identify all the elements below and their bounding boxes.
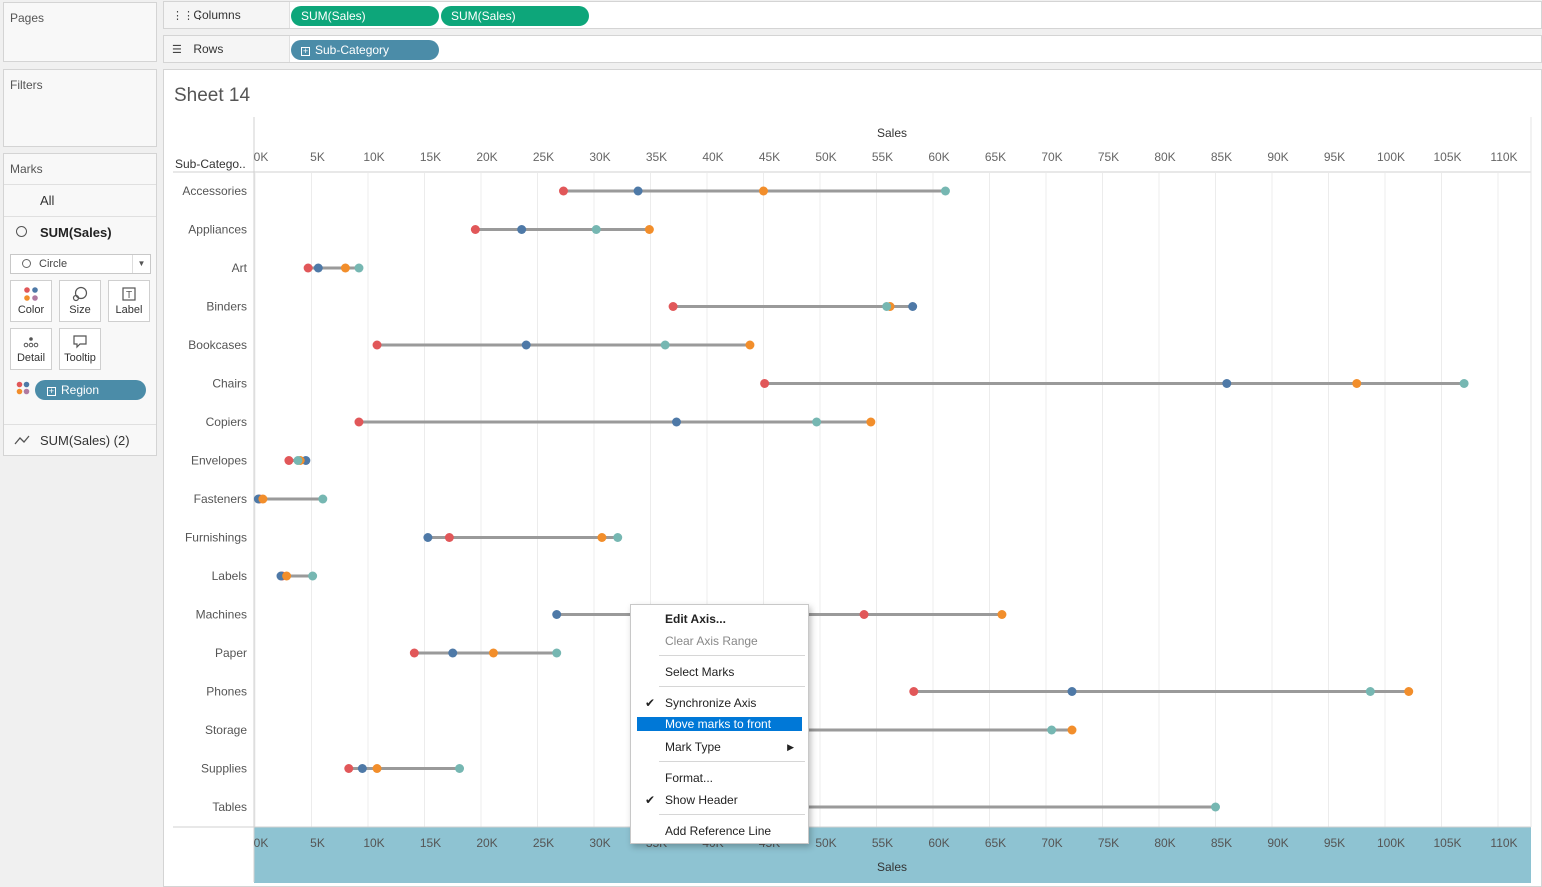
filters-panel[interactable]: Filters (3, 69, 157, 147)
check-icon: ✔ (645, 696, 656, 710)
mark-type-value: Circle (39, 258, 68, 270)
label-label: Label (115, 304, 143, 316)
rows-label: Rows (193, 42, 224, 56)
size-icon (60, 286, 100, 302)
detail-button[interactable]: Detail (10, 328, 52, 370)
worksheet-view: Sheet 14 (163, 69, 1542, 887)
columns-shelf[interactable]: ⋮⋮⋮ Columns SUM(Sales) SUM(Sales) (163, 1, 1542, 29)
menu-separator (659, 686, 805, 687)
tooltip-icon (60, 334, 100, 350)
pages-panel[interactable]: Pages (3, 2, 157, 62)
menu-synchronize-axis-label: Synchronize Axis (665, 696, 757, 710)
chevron-down-icon: ▼ (132, 255, 150, 273)
menu-separator (659, 655, 805, 656)
color-icon (11, 286, 51, 302)
color-legend-icon (16, 381, 30, 398)
column-pill-sum-sales-2[interactable]: SUM(Sales) (441, 6, 589, 26)
pages-title: Pages (10, 11, 45, 25)
column-pill-sum-sales-1[interactable]: SUM(Sales) (291, 6, 439, 26)
menu-format[interactable]: Format... (665, 771, 714, 785)
expand-icon: + (301, 46, 310, 56)
circle-icon (16, 226, 27, 237)
row-pill-label: Sub-Category (315, 43, 390, 57)
svg-text:T: T (126, 290, 132, 301)
menu-mark-type-label: Mark Type (665, 740, 721, 754)
label-button[interactable]: T Label (108, 280, 150, 322)
mark-type-dropdown[interactable]: Circle ▼ (10, 254, 151, 274)
tooltip-button[interactable]: Tooltip (59, 328, 101, 370)
rows-shelf-label: ☰ Rows (164, 36, 290, 62)
region-pill[interactable]: + Region (35, 380, 146, 400)
color-button[interactable]: Color (10, 280, 52, 322)
axis-context-menu: Edit Axis... Clear Axis Range Select Mar… (630, 604, 809, 844)
detail-label: Detail (16, 352, 46, 364)
menu-show-header-label: Show Header (665, 793, 738, 807)
marks-all-label: All (40, 193, 55, 208)
row-pill-sub-category[interactable]: + Sub-Category (291, 40, 439, 60)
size-label: Size (69, 304, 91, 316)
menu-move-marks-to-front[interactable]: Move marks to front (637, 717, 802, 731)
expand-icon: + (47, 386, 56, 396)
check-icon: ✔ (645, 793, 656, 807)
columns-shelf-label: ⋮⋮⋮ Columns (164, 2, 290, 28)
menu-show-header[interactable]: ✔ Show Header (637, 793, 802, 807)
line-icon (14, 434, 30, 449)
menu-select-marks[interactable]: Select Marks (665, 665, 735, 679)
marks-panel: Marks All SUM(Sales) Circle ▼ Color Size… (3, 153, 157, 456)
menu-separator (659, 761, 805, 762)
menu-edit-axis[interactable]: Edit Axis... (665, 612, 726, 626)
size-button[interactable]: Size (59, 280, 101, 322)
marks-sum-sales-2-label: SUM(Sales) (2) (40, 433, 130, 448)
menu-mark-type[interactable]: Mark Type ▶ (637, 740, 802, 754)
marks-sum-sales-2-tab[interactable]: SUM(Sales) (2) (4, 424, 156, 456)
columns-label: Columns (193, 8, 241, 22)
filters-title: Filters (10, 78, 43, 92)
marks-all-tab[interactable]: All (4, 184, 156, 216)
columns-icon: ⋮⋮⋮ (172, 10, 205, 22)
circle-icon (22, 259, 31, 268)
marks-sum-sales-tab[interactable]: SUM(Sales) (4, 216, 156, 248)
menu-add-reference-line[interactable]: Add Reference Line (665, 824, 772, 838)
rows-shelf[interactable]: ☰ Rows + Sub-Category (163, 35, 1542, 63)
marks-title: Marks (10, 162, 43, 176)
submenu-arrow-icon: ▶ (787, 742, 794, 752)
rows-icon: ☰ (172, 44, 182, 56)
sheet-title: Sheet 14 (174, 85, 251, 106)
menu-separator (659, 814, 805, 815)
color-label: Color (17, 304, 45, 316)
menu-synchronize-axis[interactable]: ✔ Synchronize Axis (637, 696, 802, 710)
label-icon: T (109, 286, 149, 302)
menu-clear-axis-range[interactable]: Clear Axis Range (665, 634, 758, 648)
tooltip-label: Tooltip (64, 352, 96, 364)
region-pill-label: Region (61, 383, 100, 397)
marks-sum-sales-label: SUM(Sales) (40, 225, 112, 240)
detail-icon (11, 334, 51, 350)
